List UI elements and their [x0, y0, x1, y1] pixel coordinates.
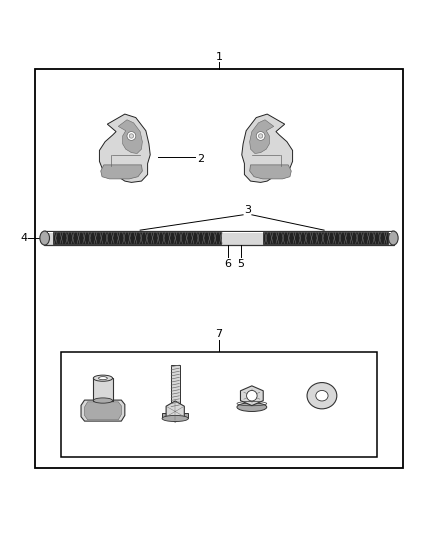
Text: 4: 4 [20, 233, 27, 243]
Ellipse shape [389, 231, 398, 245]
Bar [263, 232, 388, 244]
Ellipse shape [99, 377, 107, 379]
Ellipse shape [316, 391, 328, 401]
Bar [44, 231, 394, 245]
Circle shape [129, 134, 134, 138]
Ellipse shape [93, 398, 113, 403]
Polygon shape [99, 114, 150, 182]
Polygon shape [250, 120, 274, 154]
Bar [61, 352, 377, 457]
Ellipse shape [162, 415, 188, 422]
Text: 3: 3 [244, 205, 251, 215]
Text: 1: 1 [215, 52, 223, 61]
Polygon shape [81, 400, 125, 421]
Bar [162, 413, 188, 418]
Ellipse shape [307, 383, 337, 409]
Bar [93, 378, 113, 401]
Text: 7: 7 [215, 329, 223, 339]
Text: 6: 6 [224, 259, 231, 269]
Polygon shape [85, 402, 121, 420]
Text: 5: 5 [237, 259, 244, 269]
Circle shape [127, 132, 136, 140]
Circle shape [256, 132, 265, 140]
Polygon shape [101, 165, 142, 179]
Polygon shape [240, 386, 263, 406]
Ellipse shape [93, 375, 113, 381]
Ellipse shape [40, 231, 49, 245]
Polygon shape [242, 114, 293, 182]
Ellipse shape [237, 403, 267, 411]
Bar [171, 365, 180, 409]
Bar [53, 232, 221, 244]
Bar [35, 69, 403, 468]
Text: 2: 2 [197, 154, 204, 164]
Circle shape [258, 134, 263, 138]
Circle shape [247, 391, 257, 401]
Polygon shape [250, 165, 291, 179]
Polygon shape [166, 401, 184, 422]
Polygon shape [118, 120, 142, 154]
